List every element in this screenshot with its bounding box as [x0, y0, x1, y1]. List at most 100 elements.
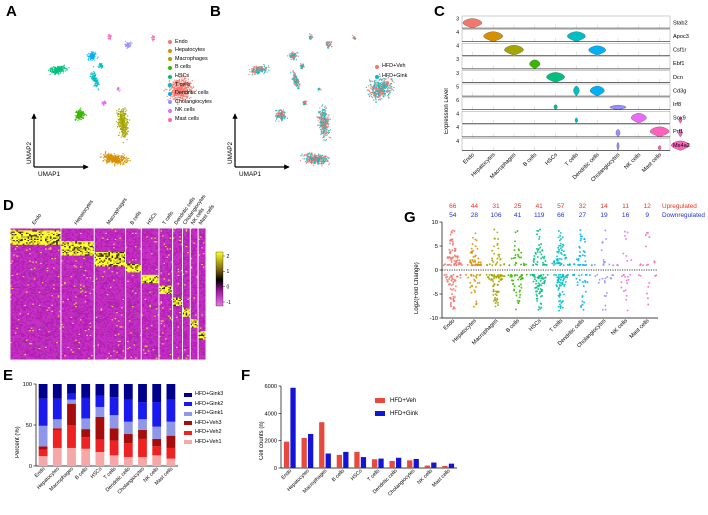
downregulated-count: 119 [534, 212, 545, 219]
panel-e-ylabel: Percent (%) [15, 426, 21, 458]
legend-label: Dendritic cells [175, 90, 209, 97]
legend-label: HFD+Gink1 [195, 410, 224, 417]
umap-y-axis-label: UMAP2 [26, 142, 33, 164]
legend-color-dot [375, 75, 379, 79]
gene-label: Dcn [673, 75, 683, 81]
x-axis-tick-label: HSCs [89, 466, 103, 480]
umap-y-axis-label: UMAP2 [227, 142, 234, 164]
y-axis-tick-label: 2000 [265, 439, 277, 445]
legend-item-cholangiocytes: Cholangiocytes [168, 98, 212, 107]
legend-color-dot [168, 91, 172, 96]
legend-item-hfd-veh2: HFD+Veh2 [184, 428, 223, 438]
downregulated-count: 19 [600, 212, 608, 219]
panel-d: D Endo Hepatocytes Macrophages B cells HSCs T… [2, 193, 242, 364]
svg-text:3: 3 [456, 57, 459, 63]
x-axis-tick-label: Mast cells [641, 152, 663, 174]
legend-item-hepatocytes: Hepatocytes [168, 47, 212, 56]
x-axis-tick-label: HSCs [528, 318, 543, 333]
legend-color-dot [168, 83, 172, 88]
legend-label: HFD+Gink [382, 73, 408, 80]
panel-g-label: G [404, 209, 416, 226]
x-axis-tick-label: Endo [462, 152, 475, 165]
x-axis-tick-label: B cells [74, 466, 89, 481]
y-axis-tick-label: 0 [274, 466, 277, 472]
x-axis-tick-label: Endo [443, 318, 456, 331]
colorbar-tick-label: -1 [227, 300, 232, 306]
upregulated-count: 25 [514, 203, 522, 210]
legend-color-swatch [375, 398, 385, 403]
panel-g-ylabel: Log2(Fold Change) [414, 262, 420, 314]
panel-f: F Cell counts (n) 0 2000 4000 6000 Endo Hepat… [235, 366, 480, 514]
legend-color-dot [168, 40, 172, 45]
gene-label: Stab2 [673, 20, 688, 26]
legend-color-swatch [375, 411, 385, 416]
legend-color-dot [168, 74, 172, 79]
panel-d-label: D [3, 197, 14, 214]
panel-a-label: A [6, 3, 17, 20]
legend-label: HFD+Veh2 [195, 429, 222, 436]
upregulated-legend-label: Upregulated [662, 203, 697, 210]
colorbar-tick-label: 1 [227, 269, 230, 275]
legend-item-hfd-veh: HFD+Veh [375, 62, 407, 72]
legend-item-mast-cells: Mast cells [168, 115, 212, 124]
legend-label: NK cells [175, 107, 195, 114]
x-axis-tick-label: B cells [331, 468, 346, 483]
legend-item-hfd-gink: HFD+Gink [375, 72, 407, 82]
legend-color-dot [168, 109, 172, 114]
gene-label: Cd3g [673, 88, 686, 94]
legend-label: HFD+Gink [390, 410, 419, 417]
legend-item-hfd-gink1: HFD+Gink1 [184, 409, 223, 419]
legend-color-swatch [184, 411, 192, 416]
downregulated-count: 9 [645, 212, 649, 219]
legend-color-dot [168, 57, 172, 62]
svg-text:4: 4 [456, 125, 459, 131]
heatmap-column-label: B cells [129, 210, 143, 226]
upregulated-count: 11 [622, 203, 629, 210]
y-axis-tick-label: 50 [26, 423, 32, 429]
x-axis-tick-label: T cells [366, 468, 381, 483]
y-axis-tick-label: -5 [433, 292, 438, 298]
panel-d-heatmap: Endo Hepatocytes Macrophages B cells HSCs T c… [9, 193, 232, 361]
panel-f-label: F [241, 367, 251, 384]
legend-item-b-cells: B cells [168, 64, 212, 73]
y-axis-tick-label: 0 [435, 268, 438, 274]
panel-f-legend: HFD+Veh HFD+Gink [375, 394, 418, 420]
panel-e-legend: HFD+Gink3 HFD+Gink2 HFD+Gink1 HFD+Veh3 HFD+V… [184, 390, 223, 447]
downregulated-count: 41 [514, 212, 522, 219]
legend-label: Endo [175, 38, 188, 45]
panel-f-ylabel: Cell counts (n) [259, 421, 265, 460]
colorbar-tick-label: 0 [227, 284, 230, 290]
downregulated-legend-label: Downregulated [662, 212, 705, 219]
legend-item-t-cells: T cells [168, 81, 212, 90]
legend-item-endo: Endo [168, 38, 212, 47]
legend-color-swatch [184, 402, 192, 407]
x-axis-tick-label: T cells [549, 318, 565, 334]
legend-item-hfd-gink3: HFD+Gink3 [184, 390, 223, 400]
legend-label: HFD+Gink2 [195, 400, 224, 407]
panel-g-scatter-plot: 1050-5-106654Endo4428Hepatocytes31106Mac… [430, 203, 706, 349]
gene-label: Sox9 [673, 116, 686, 122]
legend-color-dot [168, 48, 172, 53]
x-axis-tick-label: T cells [564, 152, 580, 168]
legend-label: HFD+Veh [382, 63, 406, 70]
x-axis-tick-label: HSCs [544, 152, 559, 167]
legend-label: B cells [175, 64, 191, 71]
x-axis-tick-label: HSCs [350, 468, 364, 482]
legend-label: HFD+Veh3 [195, 419, 222, 426]
panel-c-ylabel: Expression Level [444, 88, 450, 134]
y-axis-tick-label: 4000 [265, 411, 277, 417]
legend-label: HSCs [175, 72, 190, 79]
upregulated-count: 57 [557, 203, 565, 210]
panel-a-legend: Endo Hepatocytes Macrophages B cells HSCs T c… [168, 38, 212, 124]
panel-b-umap-plot: UMAP1 UMAP2 [227, 33, 395, 178]
heatmap-column-label: HSCs [146, 211, 159, 226]
panel-b-label: B [210, 3, 221, 20]
svg-text:4: 4 [456, 112, 459, 118]
downregulated-count: 66 [557, 212, 565, 219]
legend-color-dot [168, 100, 172, 105]
downregulated-count: 28 [471, 212, 479, 219]
svg-text:3: 3 [456, 16, 459, 22]
upregulated-count: 44 [471, 203, 479, 210]
legend-label: Cholangiocytes [175, 98, 212, 105]
